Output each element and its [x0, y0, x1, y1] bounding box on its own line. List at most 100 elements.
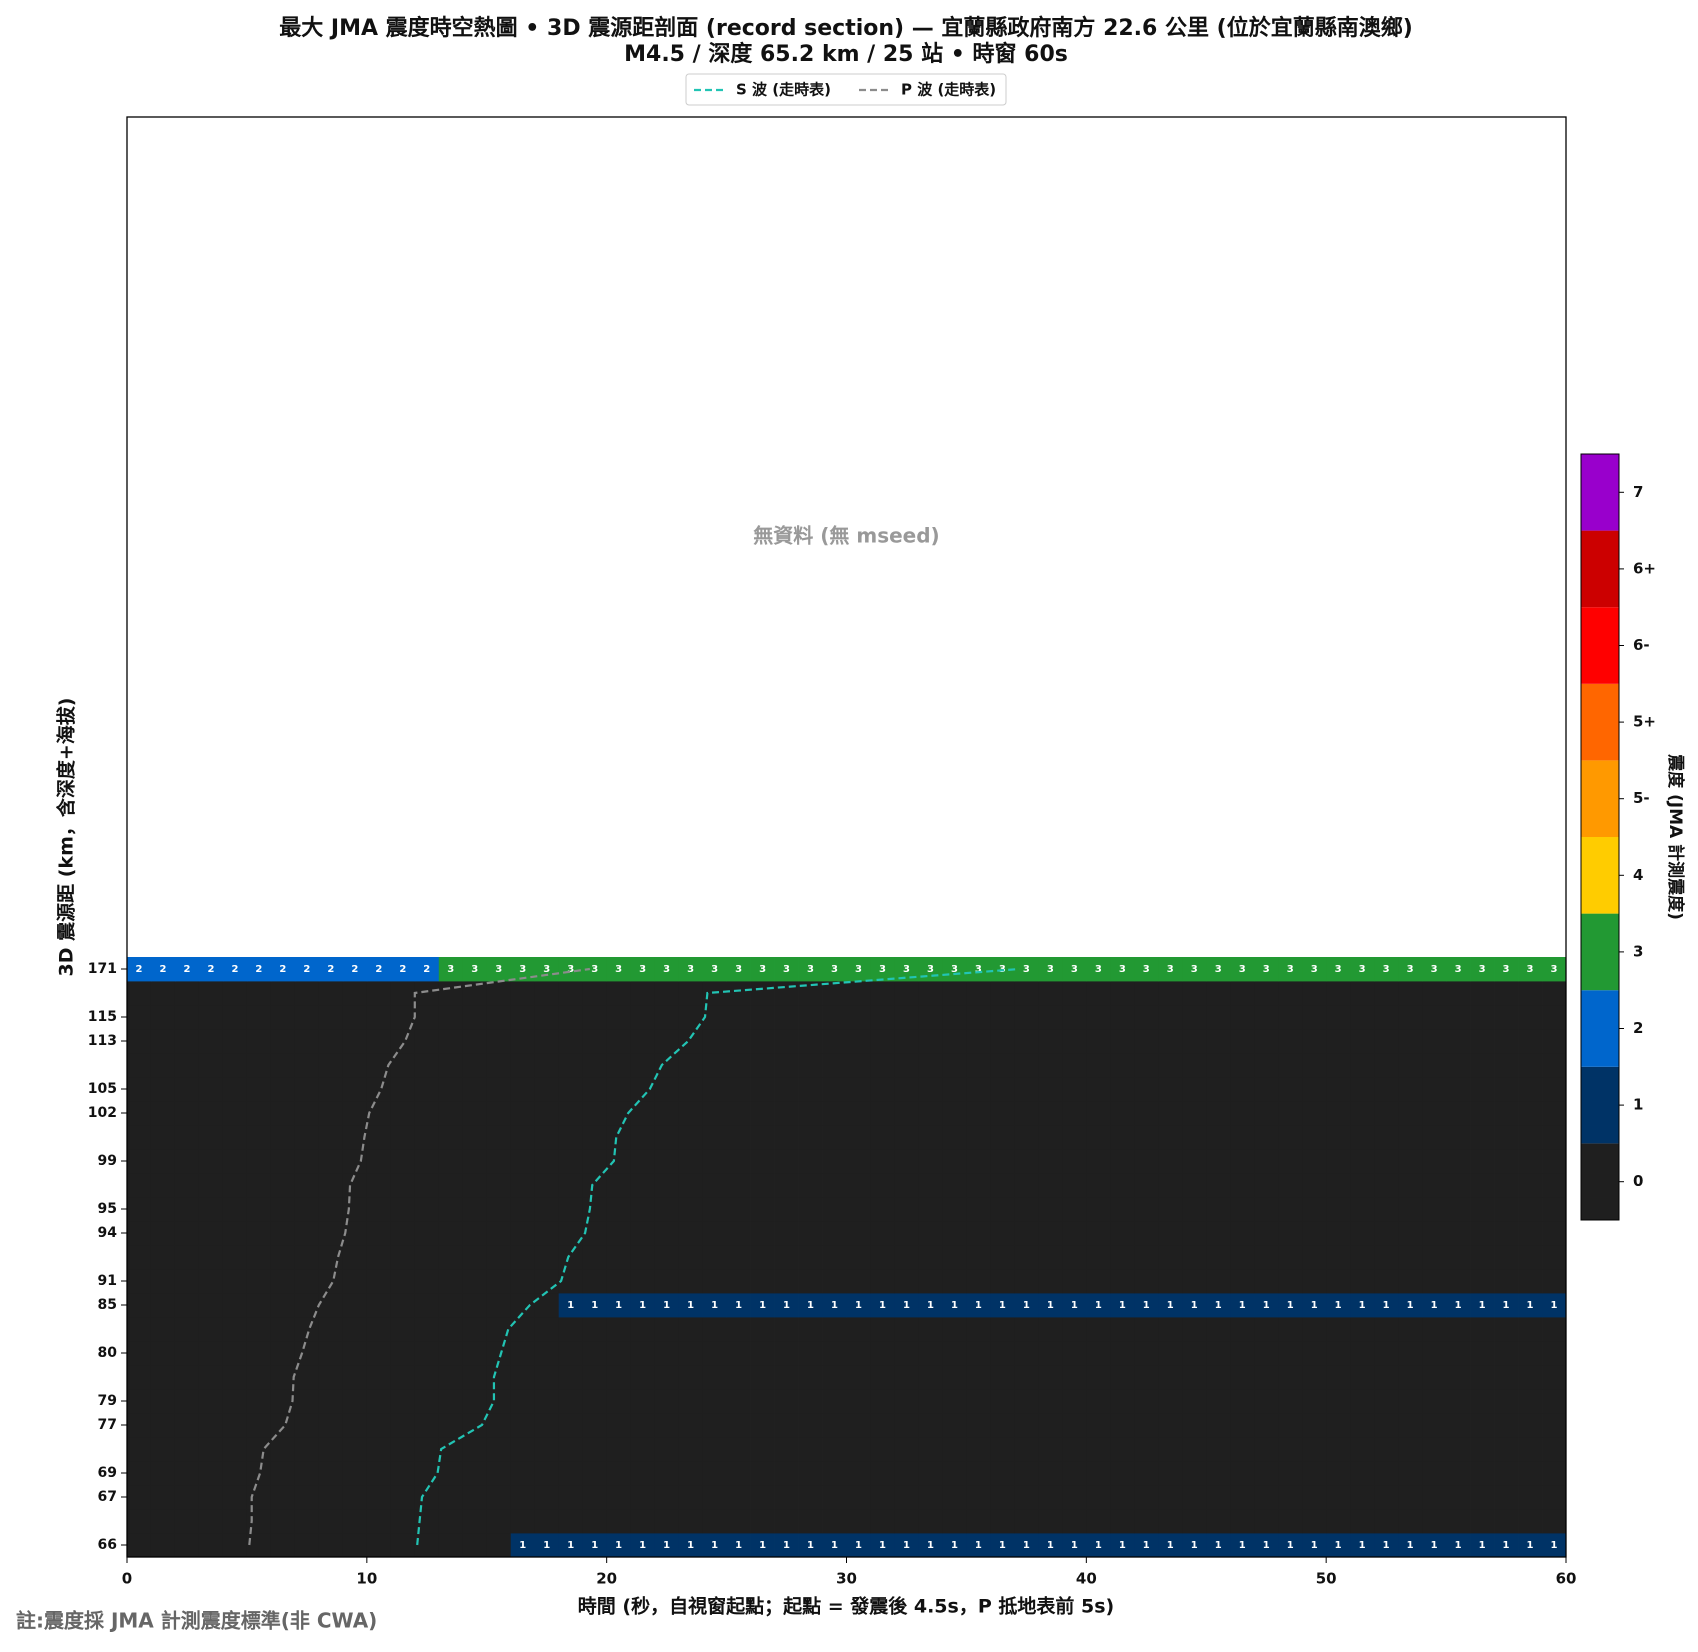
heat-cell	[1206, 1005, 1231, 1030]
heat-cell	[1086, 1437, 1111, 1462]
heat-cell	[390, 1485, 416, 1510]
heat-cell	[462, 1533, 488, 1558]
heat-cell	[774, 1077, 799, 1102]
heat-cell	[1014, 957, 1039, 982]
heat-cell	[582, 1125, 608, 1150]
heat-cell	[1326, 1509, 1351, 1534]
heat-cell	[1014, 1173, 1039, 1198]
heat-cell	[558, 981, 584, 1006]
heat-cell	[1038, 1125, 1063, 1150]
cell-label: 3	[1287, 964, 1294, 975]
heat-cell	[1470, 1125, 1495, 1150]
heat-cell	[1542, 1413, 1567, 1438]
heat-cell	[1158, 1029, 1183, 1054]
heat-cell	[846, 1053, 871, 1078]
heat-cell	[678, 1341, 703, 1366]
heat-cell	[342, 1461, 368, 1486]
heat-cell	[966, 1413, 991, 1438]
heat-cell	[1374, 1269, 1399, 1294]
cell-label: 1	[1071, 1300, 1078, 1311]
heat-cell	[1446, 1245, 1471, 1270]
heat-cell	[798, 1221, 823, 1246]
heat-cell	[150, 1053, 176, 1078]
heat-cell	[1182, 1269, 1207, 1294]
heat-cell	[870, 957, 895, 982]
heat-cell	[630, 1125, 656, 1150]
heat-cell	[1302, 1341, 1327, 1366]
heat-cell	[1302, 1245, 1327, 1270]
heat-cell	[1518, 1053, 1543, 1078]
heat-cell	[1446, 1053, 1471, 1078]
heat-cell	[1422, 1125, 1447, 1150]
heat-cell	[1302, 1533, 1327, 1558]
cell-label: 1	[1095, 1540, 1102, 1551]
heat-cell	[1062, 1437, 1087, 1462]
heat-cell	[630, 1053, 656, 1078]
cell-label: 2	[183, 964, 190, 975]
heat-cell	[1254, 1221, 1279, 1246]
heat-cell	[822, 1029, 847, 1054]
heat-cell	[606, 1053, 632, 1078]
heat-cell	[726, 1485, 751, 1510]
heat-cell	[127, 1269, 152, 1294]
heat-cell	[222, 1125, 248, 1150]
heat-cell	[1446, 1173, 1471, 1198]
heat-cell	[1278, 1413, 1303, 1438]
heat-cell	[174, 1173, 200, 1198]
heat-cell	[150, 1365, 176, 1390]
heat-cell	[678, 1245, 703, 1270]
heat-cell	[1230, 1365, 1255, 1390]
heat-cell	[1014, 1005, 1039, 1030]
heat-cell	[702, 1077, 727, 1102]
heat-cell	[966, 1245, 991, 1270]
heat-cell	[1470, 1005, 1495, 1030]
cell-label: 1	[687, 1300, 694, 1311]
cell-label: 1	[1311, 1540, 1318, 1551]
heat-cell	[438, 1053, 464, 1078]
heat-cell	[774, 1485, 799, 1510]
heat-cell	[798, 957, 823, 982]
heat-cell	[606, 1293, 632, 1318]
heat-cell	[1230, 1461, 1255, 1486]
cell-label: 3	[1215, 964, 1222, 975]
heat-cell	[822, 1125, 847, 1150]
heat-cell	[942, 1101, 967, 1126]
heat-cell	[942, 1413, 967, 1438]
heat-cell	[270, 1413, 296, 1438]
heat-cell	[1350, 981, 1375, 1006]
heat-cell	[1374, 1365, 1399, 1390]
heat-cell	[774, 1053, 799, 1078]
heat-cell	[1470, 1461, 1495, 1486]
heat-cell	[990, 1197, 1015, 1222]
heat-cell	[390, 1437, 416, 1462]
heat-cell	[822, 1245, 847, 1270]
heat-cell	[294, 1341, 320, 1366]
heat-cell	[1038, 1413, 1063, 1438]
heat-cell	[150, 1437, 176, 1462]
heat-cell	[1230, 1197, 1255, 1222]
heat-cell	[1110, 1029, 1135, 1054]
heat-cell	[1182, 1341, 1207, 1366]
heat-cell	[582, 1221, 608, 1246]
x-axis-label: 時間 (秒，自視窗起點；起點 = 發震後 4.5s，P 抵地表前 5s)	[578, 1595, 1114, 1618]
heat-cell	[1254, 1413, 1279, 1438]
cell-label: 1	[1551, 1300, 1558, 1311]
cell-label: 1	[855, 1540, 862, 1551]
heat-cell	[1398, 1245, 1423, 1270]
heat-cell	[1374, 1461, 1399, 1486]
heat-cell	[366, 1173, 392, 1198]
heat-cell	[127, 1197, 152, 1222]
heat-cell	[1182, 1533, 1207, 1558]
heat-cell	[582, 1389, 608, 1414]
heat-cell	[1398, 1005, 1423, 1030]
heat-cell	[510, 1533, 536, 1558]
heat-cell	[1230, 1053, 1255, 1078]
heat-cell	[1350, 1197, 1375, 1222]
cell-label: 2	[351, 964, 358, 975]
heat-cell	[510, 1365, 536, 1390]
cell-label: 1	[591, 1540, 598, 1551]
heat-cell	[510, 1413, 536, 1438]
heat-cell	[846, 1269, 871, 1294]
heat-cell	[990, 1317, 1015, 1342]
